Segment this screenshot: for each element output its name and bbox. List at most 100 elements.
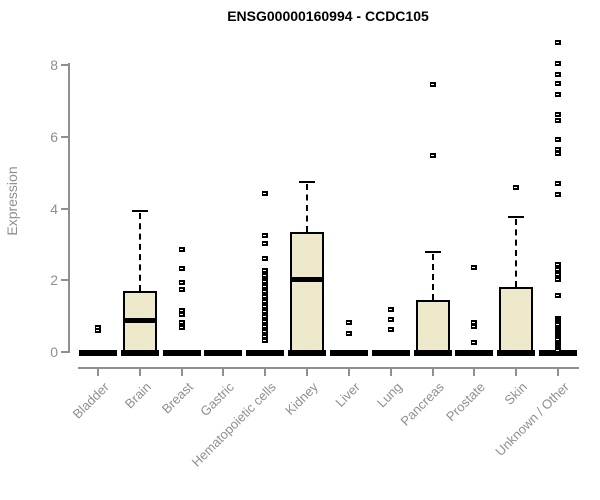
x-tick: [347, 368, 350, 376]
median-line: [122, 317, 157, 323]
x-tick: [138, 368, 141, 376]
whisker-cap: [131, 210, 148, 213]
outlier-dot: [555, 180, 562, 186]
zero-bar: [162, 350, 201, 356]
outlier-dot: [262, 304, 269, 310]
outlier-dot: [178, 312, 185, 318]
outlier-dot: [178, 319, 185, 325]
outlier-dot: [178, 286, 185, 292]
outlier-dot: [555, 276, 562, 282]
zero-bar: [413, 350, 452, 356]
outlier-dot: [555, 271, 562, 277]
whisker-cap: [424, 251, 441, 253]
outlier-dot: [178, 324, 185, 330]
outlier-dot: [387, 326, 394, 332]
whisker: [431, 254, 434, 301]
whisker-cap: [299, 181, 316, 184]
outlier-dot: [471, 340, 478, 346]
outlier-dot: [555, 192, 562, 198]
outlier-dot: [555, 136, 562, 142]
outlier-dot: [555, 146, 562, 152]
outlier-dot: [555, 111, 562, 117]
outlier-dot: [262, 268, 269, 274]
x-tick: [264, 368, 267, 376]
outlier-dot: [471, 265, 478, 271]
outlier-dot: [345, 331, 352, 337]
outlier-dot: [262, 281, 269, 287]
outlier-dot: [387, 306, 394, 312]
outlier-dot: [555, 81, 562, 87]
x-tick: [306, 368, 309, 376]
outlier-dot: [429, 82, 436, 88]
outlier-dot: [262, 294, 269, 300]
outlier-dot: [555, 262, 562, 268]
outlier-dot: [555, 61, 562, 67]
outlier-dot: [262, 284, 269, 290]
outlier-dot: [178, 266, 185, 272]
y-tick: [61, 351, 68, 353]
y-tick-label: 0: [50, 344, 58, 360]
x-tick: [97, 368, 99, 376]
y-axis-label: Expression: [4, 166, 20, 236]
zero-bar: [246, 350, 285, 356]
outlier-dot: [555, 39, 562, 45]
outlier-dot: [262, 333, 269, 339]
outlier-dot: [262, 338, 269, 344]
zero-bar: [288, 350, 327, 356]
outlier-dot: [262, 190, 269, 196]
y-tick-label: 2: [50, 272, 58, 289]
outlier-dot: [178, 280, 185, 286]
outlier-dot: [178, 247, 185, 253]
y-tick: [61, 279, 68, 282]
outlier-dot: [262, 232, 269, 238]
outlier-dot: [262, 329, 269, 335]
x-tick: [515, 368, 518, 376]
outlier-dot: [471, 320, 478, 326]
outlier-dot: [95, 325, 101, 331]
zero-bar: [455, 350, 494, 356]
outlier-dot: [262, 324, 269, 330]
outlier-dot: [471, 324, 478, 330]
zero-bar: [329, 350, 368, 356]
y-tick-label: 8: [50, 57, 58, 74]
x-tick: [222, 368, 225, 376]
zero-bar: [497, 350, 536, 356]
y-tick-label: 4: [50, 200, 58, 217]
outlier-dot: [262, 241, 269, 247]
outlier-dot: [555, 91, 562, 97]
y-tick: [61, 207, 68, 210]
zero-bar: [371, 350, 410, 356]
x-tick: [557, 368, 560, 376]
outlier-dot: [345, 320, 352, 326]
box: [122, 291, 157, 355]
outlier-dot: [555, 293, 562, 299]
outlier-dot: [262, 289, 269, 295]
outlier-dot: [513, 185, 520, 191]
outlier-dot: [555, 151, 562, 157]
outlier-dot: [95, 328, 101, 334]
x-tick: [431, 368, 434, 376]
zero-bar: [204, 350, 243, 356]
outlier-dot: [555, 348, 562, 354]
outlier-dot: [555, 266, 562, 272]
y-tick: [61, 64, 68, 67]
outlier-dot: [262, 311, 269, 317]
whisker: [138, 213, 141, 292]
whisker: [306, 184, 309, 232]
outlier-dot: [555, 71, 562, 77]
outlier-dot: [262, 276, 269, 282]
outlier-dot: [429, 152, 436, 158]
x-tick: [473, 368, 476, 376]
box: [290, 231, 325, 355]
median-line: [290, 276, 325, 282]
zero-bar: [79, 350, 117, 356]
outlier-dot: [262, 316, 269, 322]
y-tick-label: 6: [50, 128, 58, 145]
x-tick: [389, 368, 392, 376]
outlier-dot: [262, 272, 269, 278]
whisker-cap: [508, 215, 525, 218]
x-tick: [180, 368, 183, 376]
outlier-dot: [262, 299, 269, 305]
outlier-dot: [555, 117, 562, 123]
